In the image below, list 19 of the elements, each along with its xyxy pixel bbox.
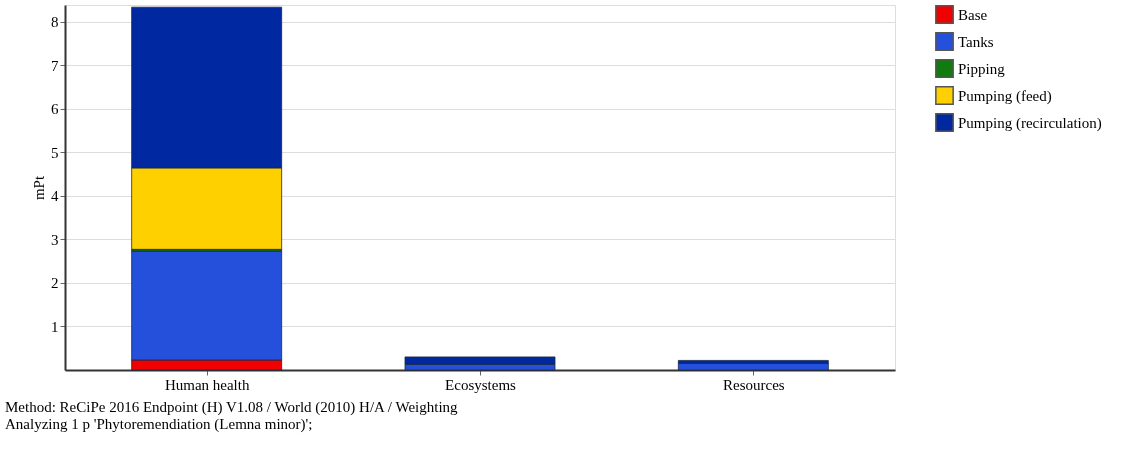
y-tick-label: 7 xyxy=(51,57,59,74)
x-tick-label: Ecosystems xyxy=(445,376,517,393)
legend-label: Pipping xyxy=(958,60,1006,77)
legend-label: Base xyxy=(958,6,988,23)
text: Method: ReCiPe 2016 Endpoint (H) V1.08 / World (2010) H/A / Weighting xyxy=(5,399,459,416)
y-axis-title: mPt xyxy=(31,175,47,201)
y-tick-label: 2 xyxy=(51,275,59,292)
legend-label: Tanks xyxy=(958,33,994,50)
x-tick-label: Resources xyxy=(723,376,785,393)
y-tick-label: 3 xyxy=(51,231,59,248)
y-tick-label: 1 xyxy=(51,318,59,335)
text: Analyzing 1 p 'Phytoremendiation (Lemna minor)'; xyxy=(5,416,313,433)
y-tick-label: 6 xyxy=(51,101,59,118)
y-tick-label: 4 xyxy=(51,188,59,205)
legend-label: Pumping (recirculation) xyxy=(958,114,1102,132)
y-tick-label: 8 xyxy=(51,14,59,31)
y-tick-label: 5 xyxy=(51,144,59,161)
x-tick-label: Human health xyxy=(164,376,250,393)
legend-label: Pumping (feed) xyxy=(958,87,1052,105)
